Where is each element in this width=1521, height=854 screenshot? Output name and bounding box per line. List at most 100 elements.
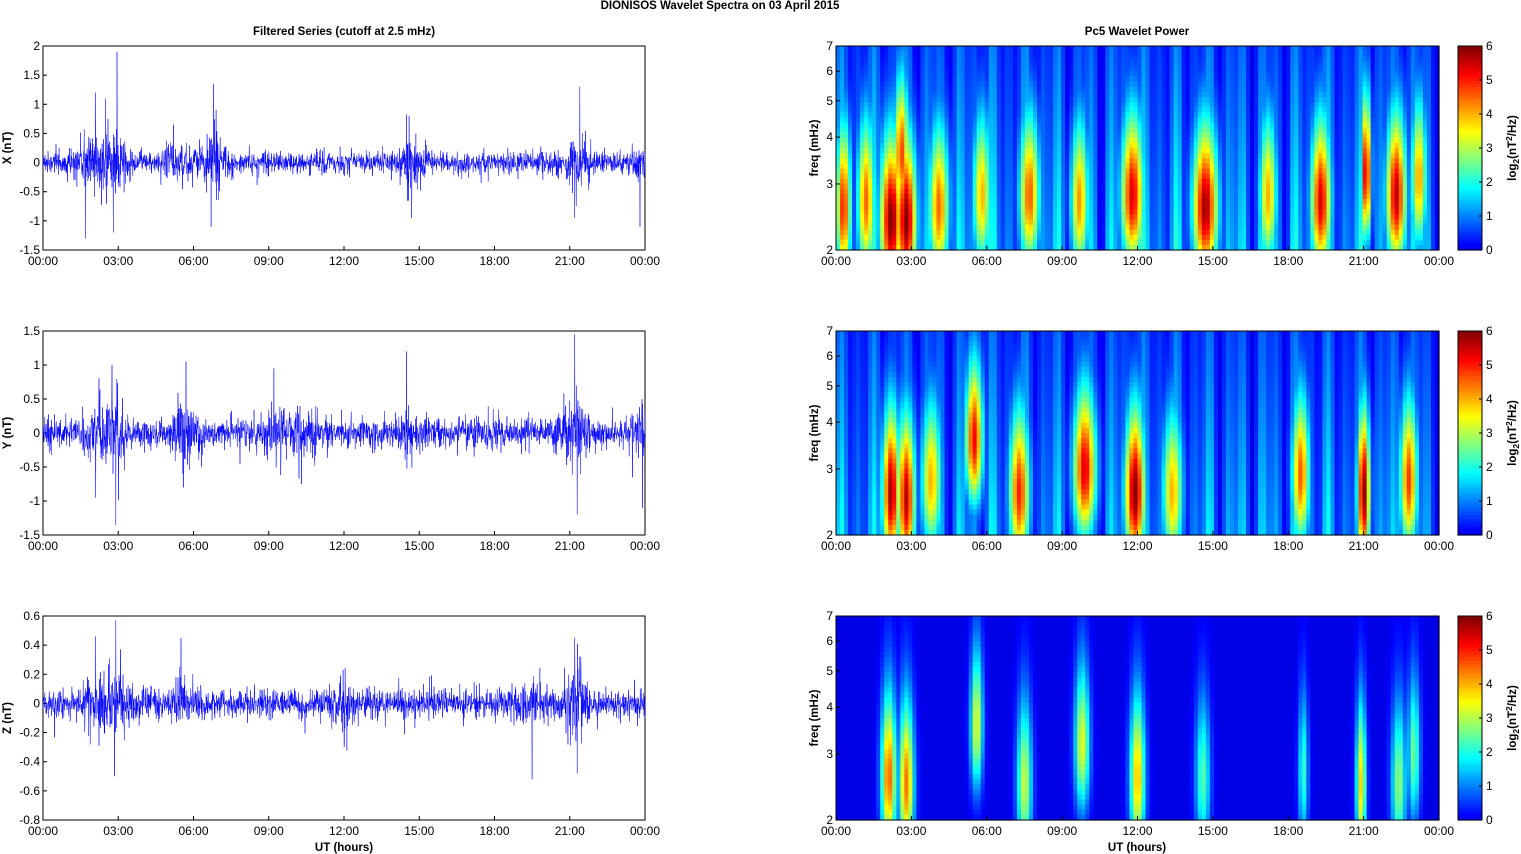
- heatmap-cell: [945, 168, 950, 174]
- heatmap-cell: [860, 128, 865, 134]
- heatmap-cell: [844, 148, 849, 154]
- heatmap-cell: [904, 107, 909, 113]
- heatmap-cell: [1182, 107, 1187, 113]
- heatmap-cell: [880, 179, 885, 185]
- heatmap-cell: [1254, 230, 1259, 236]
- heatmap-cell: [836, 148, 841, 154]
- heatmap-cell: [1270, 112, 1275, 118]
- heatmap-cell: [1113, 61, 1118, 67]
- heatmap-cell: [1049, 51, 1054, 57]
- heatmap-cell: [1230, 143, 1235, 149]
- heatmap-cell: [1154, 153, 1159, 159]
- heatmap-cell: [1133, 128, 1138, 134]
- heatmap-cell: [836, 153, 841, 159]
- heatmap-cell: [864, 189, 869, 195]
- heatmap-cell: [941, 102, 946, 108]
- heatmap-cell: [1194, 199, 1199, 205]
- heatmap-cell: [1133, 189, 1138, 195]
- heatmap-cell: [1029, 179, 1034, 185]
- heatmap-cell: [1065, 61, 1070, 67]
- heatmap-cell: [836, 174, 841, 180]
- heatmap-cell: [1017, 128, 1022, 134]
- heatmap-cell: [1166, 66, 1171, 72]
- heatmap-cell: [1198, 209, 1203, 215]
- heatmap-cell: [1214, 61, 1219, 67]
- heatmap-cell: [1146, 107, 1151, 113]
- heatmap-cell: [989, 107, 994, 113]
- heatmap-cell: [993, 133, 998, 139]
- heatmap-cell: [1322, 189, 1327, 195]
- heatmap-cell: [1057, 168, 1062, 174]
- heatmap-cell: [912, 148, 917, 154]
- heatmap-cell: [949, 194, 954, 200]
- heatmap-cell: [945, 82, 950, 88]
- heatmap-cell: [864, 92, 869, 98]
- heatmap-cell: [1234, 174, 1239, 180]
- heatmap-cell: [1194, 194, 1199, 200]
- heatmap-cell: [1230, 61, 1235, 67]
- heatmap-cell: [864, 87, 869, 93]
- heatmap-cell: [912, 112, 917, 118]
- heatmap-cell: [973, 128, 978, 134]
- heatmap-cell: [957, 199, 962, 205]
- heatmap-cell: [1162, 102, 1167, 108]
- heatmap-cell: [937, 97, 942, 103]
- heatmap-cell: [888, 194, 893, 200]
- heatmap-cell: [1101, 153, 1106, 159]
- heatmap-cell: [1314, 194, 1319, 200]
- heatmap-cell: [1286, 209, 1291, 215]
- heatmap-cell: [852, 225, 857, 231]
- heatmap-cell: [1057, 138, 1062, 144]
- heatmap-cell: [848, 163, 853, 169]
- heatmap-cell: [1246, 87, 1251, 93]
- heatmap-cell: [900, 240, 905, 246]
- heatmap-cell: [904, 199, 909, 205]
- heatmap-cell: [1093, 214, 1098, 220]
- heatmap-cell: [1150, 214, 1155, 220]
- heatmap-cell: [1049, 153, 1054, 159]
- heatmap-cell: [1033, 194, 1038, 200]
- heatmap-cell: [937, 214, 942, 220]
- heatmap-cell: [1214, 148, 1219, 154]
- heatmap-cell: [1198, 107, 1203, 113]
- heatmap-cell: [985, 179, 990, 185]
- heatmap-cell: [1286, 46, 1291, 52]
- heatmap-cell: [856, 194, 861, 200]
- heatmap-cell: [1061, 133, 1066, 139]
- heatmap-cell: [1057, 92, 1062, 98]
- heatmap-cell: [876, 123, 881, 129]
- heatmap-cell: [1065, 97, 1070, 103]
- heatmap-cell: [1061, 168, 1066, 174]
- heatmap-cell: [1133, 102, 1138, 108]
- heatmap-cell: [1278, 153, 1283, 159]
- heatmap-cell: [1182, 209, 1187, 215]
- heatmap-cell: [1234, 148, 1239, 154]
- heatmap-cell: [1061, 189, 1066, 195]
- heatmap-cell: [1129, 204, 1134, 210]
- heatmap-cell: [1222, 153, 1227, 159]
- heatmap-cell: [924, 189, 929, 195]
- heatmap-cell: [916, 123, 921, 129]
- heatmap-cell: [1133, 77, 1138, 83]
- heatmap-cell: [1306, 230, 1311, 236]
- heatmap-cell: [1222, 92, 1227, 98]
- heatmap-cell: [884, 128, 889, 134]
- heatmap-cell: [1226, 56, 1231, 62]
- heatmap-cell: [937, 82, 942, 88]
- heatmap-cell: [1093, 56, 1098, 62]
- heatmap-cell: [1049, 194, 1054, 200]
- heatmap-cell: [1150, 153, 1155, 159]
- heatmap-cell: [1109, 209, 1114, 215]
- heatmap-cell: [1154, 148, 1159, 154]
- heatmap-cell: [941, 143, 946, 149]
- heatmap-cell: [977, 92, 982, 98]
- heatmap-cell: [840, 72, 845, 78]
- heatmap-cell: [1089, 143, 1094, 149]
- heatmap-cell: [1069, 148, 1074, 154]
- heatmap-cell: [836, 209, 841, 215]
- heatmap-cell: [836, 92, 841, 98]
- heatmap-cell: [920, 77, 925, 83]
- heatmap-cell: [1250, 117, 1255, 123]
- heatmap-cell: [932, 194, 937, 200]
- z-series-panel: -0.8-0.6-0.4-0.200.20.40.600:00 03:00 06:0…: [2, 609, 660, 838]
